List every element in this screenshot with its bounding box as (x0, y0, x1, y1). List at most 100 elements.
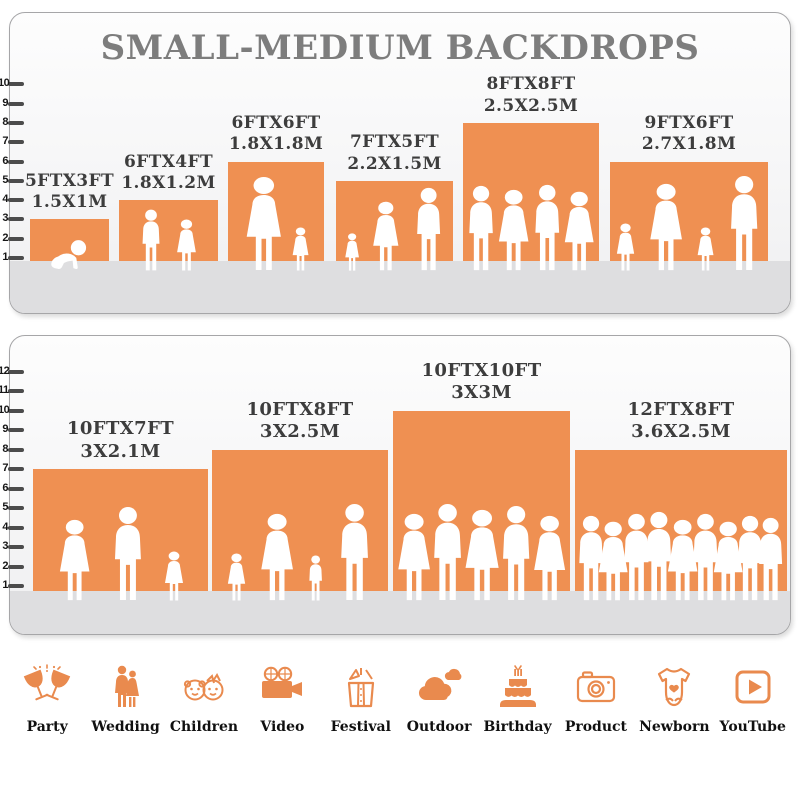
axis-tick-label: 3 (2, 212, 8, 225)
category-label: Birthday (483, 719, 552, 735)
person-silhouette-man (759, 517, 783, 601)
size-label: 7FTX5FT 2.2X1.5M (347, 132, 441, 175)
person-silhouette-woman (533, 515, 565, 601)
newborn-icon (650, 663, 698, 711)
page-title: SMALL-MEDIUM BACKDROPS (100, 28, 700, 68)
size-label-meters: 3.6X2.5M (631, 421, 731, 442)
studio-floor (10, 591, 790, 634)
category-outdoor: Outdoor (402, 663, 476, 735)
size-label-feet: 6FTX6FT (231, 113, 321, 133)
category-youtube: YouTube (716, 663, 790, 735)
category-label: YouTube (719, 719, 786, 735)
size-label-meters: 1.5X1M (31, 192, 108, 213)
size-label-feet: 10FTX10FT (421, 359, 542, 381)
axis-tick (8, 564, 24, 569)
category-children: Children (167, 663, 241, 735)
person-silhouette-man (416, 187, 440, 271)
category-label: Party (26, 719, 68, 735)
axis-tick-label: 4 (2, 193, 8, 206)
size-label-meters: 1.8X1.8M (228, 134, 324, 155)
person-silhouette-girl (177, 219, 196, 271)
axis-tick-label: 2 (2, 559, 8, 572)
category-label: Newborn (639, 719, 710, 735)
children-icon (180, 663, 228, 711)
size-label-feet: 10FTX7FT (66, 418, 175, 439)
category-party: Party (10, 663, 84, 735)
category-label: Festival (330, 719, 391, 735)
axis-tick (8, 236, 24, 241)
size-label-meters: 2.2X1.5M (347, 153, 442, 174)
axis-tick (8, 159, 24, 164)
axis-tick-label: 2 (2, 231, 8, 244)
axis-tick (8, 467, 24, 471)
category-label: Product (564, 719, 628, 735)
size-label: 8FTX8FT 2.5X2.5M (484, 74, 578, 117)
person-silhouette-girl (165, 551, 184, 601)
axis-tick-label: 11 (0, 384, 9, 396)
axis-tick-label: 1 (2, 579, 8, 591)
person-silhouette-man (115, 506, 142, 601)
axis-tick (8, 369, 24, 374)
category-video: Video (245, 663, 319, 735)
size-label: 10FTX8FT 3X2.5M (246, 399, 353, 444)
category-label: Wedding (91, 719, 160, 735)
axis-tick-label: 6 (2, 154, 8, 167)
category-label: Children (169, 719, 239, 735)
size-label-feet: 7FTX5FT (349, 132, 440, 153)
person-silhouette-baby (50, 240, 86, 269)
person-silhouette-girl (292, 227, 309, 271)
person-silhouette-woman (246, 176, 281, 271)
axis-tick-label: 5 (2, 501, 8, 513)
product-icon (572, 663, 620, 711)
category-festival: Festival (324, 663, 398, 735)
party-icon (23, 663, 71, 711)
axis-tick (8, 389, 24, 393)
axis-tick (8, 428, 24, 432)
size-label-feet: 8FTX8FT (486, 74, 576, 95)
person-silhouette-boy (309, 555, 323, 601)
category-birthday: Birthday (481, 663, 555, 735)
axis-tick (8, 178, 24, 183)
backdrop-bar (119, 200, 218, 261)
person-silhouette-woman (565, 191, 594, 271)
axis-tick (8, 486, 24, 491)
size-label: 9FTX6FT 2.7X1.8M (642, 113, 736, 156)
axis-tick-label: 10 (0, 77, 10, 90)
axis-tick-label: 7 (2, 462, 8, 474)
person-silhouette-woman (59, 519, 90, 601)
size-label-meters: 3X2.5M (259, 421, 341, 442)
person-silhouette-woman (649, 183, 682, 271)
panel-small-backdrops-bottom: 12345678910111210FTX7FT3X2.1M10FTX8FT3X2… (0, 335, 791, 635)
size-label-feet: 6FTX4FT (123, 151, 214, 172)
youtube-icon (729, 663, 777, 711)
category-wedding: Wedding (89, 663, 163, 735)
size-label-feet: 10FTX8FT (246, 398, 354, 420)
category-label: Video (260, 719, 305, 735)
birthday-icon (494, 663, 542, 711)
axis-tick (8, 256, 24, 260)
axis-tick-label: 9 (2, 423, 8, 435)
axis-tick (8, 120, 24, 125)
panel-small-backdrops-top: 1 2 3 4 5 6 7 8 9 10 5FTX3FT 1.5X1M 6FTX4FT 1.8X1.2M 6… (0, 12, 791, 314)
size-label-feet: 12FTX8FT (627, 398, 735, 420)
axis-tick (8, 408, 24, 413)
axis-tick-label: 9 (2, 96, 8, 109)
video-icon (258, 663, 306, 711)
axis-tick-label: 10 (0, 403, 10, 416)
axis-tick-label: 6 (2, 481, 8, 494)
size-label: 10FTX10FT 3X3M (421, 360, 541, 405)
axis-tick (8, 198, 24, 203)
outdoor-icon (415, 663, 463, 711)
axis-tick (8, 140, 24, 145)
person-silhouette-girl (697, 227, 714, 271)
axis-tick-label: 5 (2, 173, 8, 186)
size-label: 6FTX4FT 1.8X1.2M (121, 152, 215, 195)
wedding-icon (102, 663, 150, 711)
axis-tick-label: 8 (2, 115, 8, 128)
axis-tick (8, 82, 24, 87)
axis-tick (8, 506, 24, 510)
axis-tick (8, 101, 24, 106)
person-silhouette-girl (345, 233, 359, 271)
person-silhouette-woman (261, 513, 294, 601)
size-label-meters: 1.8X1.2M (121, 172, 216, 193)
